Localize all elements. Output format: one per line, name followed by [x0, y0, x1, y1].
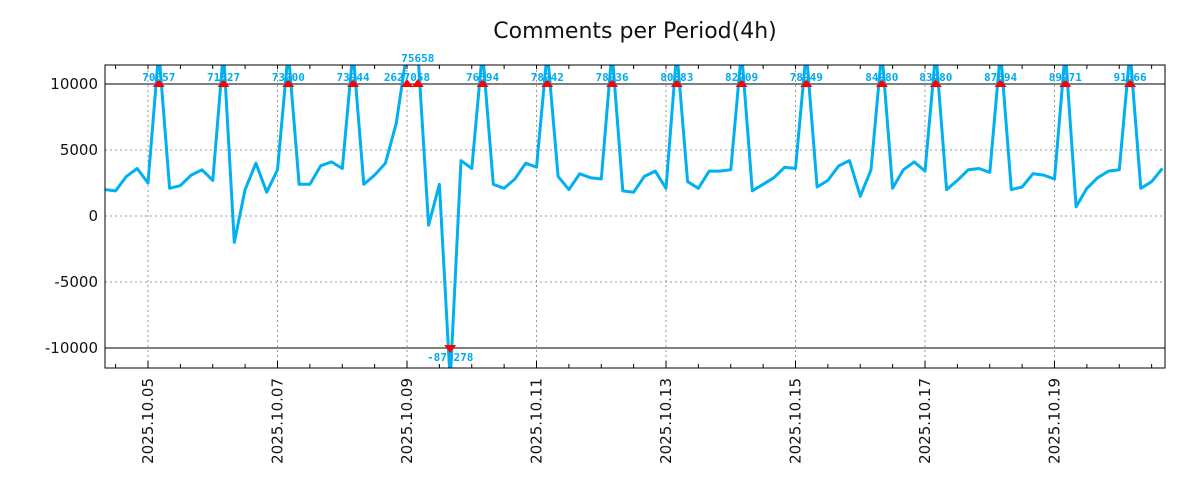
outlier-marker-up: [929, 79, 942, 87]
outlier-label: 80383: [660, 71, 693, 84]
outlier-marker-up: [541, 79, 554, 87]
outlier-marker-up: [282, 79, 295, 87]
outlier-marker-down: [444, 345, 457, 353]
outlier-label: 75658: [401, 52, 434, 65]
y-tick-label: -5000: [54, 273, 98, 291]
axis-ticks: 10000 5000 0 -5000 -10000 2025.10.05 2025.10.0…: [45, 65, 1153, 464]
outlier-marker-up: [994, 79, 1007, 87]
outlier-label: 83480: [919, 71, 952, 84]
outlier-marker-up: [152, 79, 165, 87]
y-tick-label: -10000: [45, 339, 98, 357]
x-tick-label: 2025.10.11: [528, 378, 546, 464]
x-tick-label: 2025.10.05: [139, 378, 157, 464]
outlier-label: 71327: [207, 71, 240, 84]
outlier-marker-up: [735, 79, 748, 87]
outlier-marker-up: [606, 79, 619, 87]
grid: [105, 65, 1165, 368]
outlier-marker-up: [476, 79, 489, 87]
outlier-marker-up: [401, 79, 413, 87]
x-tick-label: 2025.10.19: [1046, 378, 1064, 464]
y-tick-label: 10000: [50, 75, 98, 93]
outlier-marker-up: [875, 79, 888, 87]
x-tick-label: 2025.10.09: [398, 378, 416, 464]
y-tick-label: 0: [88, 207, 98, 225]
outlier-label: 78949: [790, 71, 823, 84]
outlier-marker-up: [347, 79, 360, 87]
plot-frame: [104, 64, 1166, 369]
outlier-label: 84980: [865, 71, 898, 84]
chart-title: Comments per Period(4h): [493, 19, 777, 44]
outlier-marker-up: [1124, 79, 1137, 87]
outlier-label: 87694: [984, 71, 1017, 84]
outlier-label: 76594: [466, 71, 499, 84]
outlier-marker-up: [670, 79, 683, 87]
outlier-label: 91066: [1113, 71, 1146, 84]
outlier-marker-up: [1059, 79, 1072, 87]
outlier-label: 2627058: [384, 71, 430, 84]
outlier-label: 73944: [336, 71, 369, 84]
outlier-label: 73200: [272, 71, 305, 84]
x-tick-label: 2025.10.07: [269, 378, 287, 464]
outlier-label: 78242: [531, 71, 564, 84]
outlier-marker-up: [217, 79, 230, 87]
outlier-label: -870278: [427, 351, 473, 364]
outlier-marker-up: [800, 79, 813, 87]
y-tick-label: 5000: [60, 141, 98, 159]
x-tick-label: 2025.10.15: [787, 378, 805, 464]
outlier-markers: 70057 71327 73200 73944 2627058 75658 -870278 7…: [142, 52, 1147, 364]
outlier-label: 78936: [595, 71, 628, 84]
x-tick-label: 2025.10.17: [916, 378, 934, 464]
outlier-label: 82209: [725, 71, 758, 84]
series-line: [105, 65, 1164, 368]
x-tick-label: 2025.10.13: [657, 378, 675, 464]
outlier-label: 89271: [1049, 71, 1082, 84]
outlier-label: 70057: [142, 71, 175, 84]
outlier-marker-up: [411, 79, 424, 87]
